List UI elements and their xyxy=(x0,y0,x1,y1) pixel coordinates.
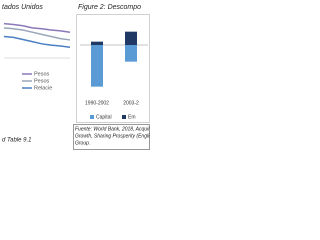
x-tick-label: 2003-2 xyxy=(123,100,139,106)
bar xyxy=(125,31,137,45)
x-tick-label: 1990-2002 xyxy=(85,100,109,106)
legend-label: Relacie xyxy=(34,85,52,91)
source-line: Fuente: World Bank, 2018, Acquiring xyxy=(75,126,150,132)
source-line: Growth, Sharing Prosperity (English) xyxy=(75,133,150,139)
bar xyxy=(125,45,137,62)
line-series xyxy=(3,35,71,48)
line-series xyxy=(3,22,71,33)
right-title: Figure 2: Descompo xyxy=(78,4,141,11)
legend-label: Em xyxy=(128,114,136,120)
line-series xyxy=(3,27,71,41)
figure-frame xyxy=(76,14,150,123)
bar xyxy=(91,41,103,45)
source-box xyxy=(73,124,150,150)
source-line: Group. xyxy=(75,140,90,146)
page: tados Unidos Figure 2: Descompo d Table … xyxy=(0,0,150,150)
table-note: d Table 9.1 xyxy=(2,138,31,144)
legend-label: Capital xyxy=(96,114,112,120)
legend-label: Pesos xyxy=(34,71,50,77)
legend-swatch xyxy=(122,115,126,119)
bar xyxy=(91,45,103,87)
legend-swatch xyxy=(90,115,94,119)
left-title: tados Unidos xyxy=(2,4,43,11)
legend-label: Pesos xyxy=(34,78,50,84)
